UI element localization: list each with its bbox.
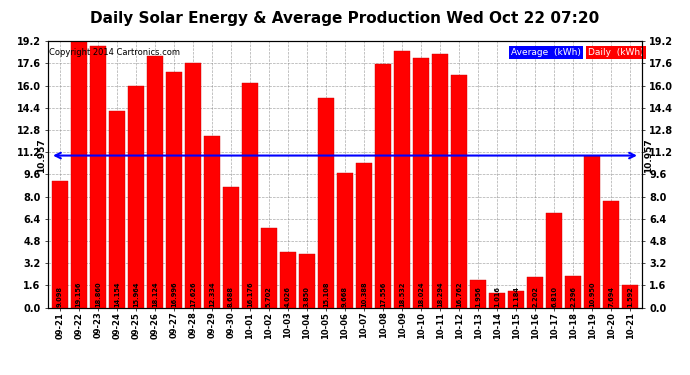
Bar bbox=[52, 182, 68, 308]
Text: 17.556: 17.556 bbox=[380, 281, 386, 307]
Bar bbox=[451, 75, 467, 307]
Text: 9.668: 9.668 bbox=[342, 286, 348, 307]
Bar bbox=[394, 51, 410, 308]
Bar bbox=[432, 54, 448, 307]
Bar bbox=[565, 276, 581, 308]
Bar bbox=[166, 72, 182, 308]
Text: 18.024: 18.024 bbox=[418, 281, 424, 307]
Text: 3.850: 3.850 bbox=[304, 286, 310, 307]
Text: 10.957: 10.957 bbox=[37, 138, 46, 173]
Bar bbox=[470, 280, 486, 308]
Text: 10.957: 10.957 bbox=[644, 138, 653, 173]
Bar bbox=[318, 98, 334, 308]
Text: 6.810: 6.810 bbox=[551, 286, 558, 307]
Bar bbox=[337, 173, 353, 308]
Text: 19.156: 19.156 bbox=[76, 281, 81, 307]
Bar bbox=[147, 56, 163, 308]
Text: 1.956: 1.956 bbox=[475, 286, 481, 307]
Bar bbox=[603, 201, 620, 308]
Text: 9.098: 9.098 bbox=[57, 286, 63, 307]
Bar bbox=[280, 252, 296, 308]
Bar bbox=[546, 213, 562, 308]
Bar bbox=[185, 63, 201, 308]
Bar bbox=[299, 254, 315, 308]
Bar bbox=[241, 83, 258, 308]
Bar bbox=[584, 156, 600, 308]
Text: 1.184: 1.184 bbox=[513, 286, 519, 307]
Bar bbox=[128, 86, 144, 308]
Text: 15.964: 15.964 bbox=[132, 281, 139, 307]
Text: 12.334: 12.334 bbox=[209, 281, 215, 307]
Text: Copyright 2014 Cartronics.com: Copyright 2014 Cartronics.com bbox=[50, 48, 181, 57]
Bar bbox=[527, 277, 543, 308]
Text: 15.108: 15.108 bbox=[323, 281, 329, 307]
Text: 1.016: 1.016 bbox=[494, 286, 500, 307]
Bar bbox=[489, 293, 505, 308]
Text: 18.860: 18.860 bbox=[95, 281, 101, 307]
Bar bbox=[261, 228, 277, 308]
Bar bbox=[70, 42, 87, 308]
Text: 2.296: 2.296 bbox=[570, 286, 576, 307]
Text: 16.176: 16.176 bbox=[247, 281, 253, 307]
Text: 18.124: 18.124 bbox=[152, 281, 158, 307]
Text: Daily  (kWh): Daily (kWh) bbox=[589, 48, 644, 57]
Text: 10.388: 10.388 bbox=[361, 281, 367, 307]
Text: 2.202: 2.202 bbox=[532, 286, 538, 307]
Bar bbox=[90, 46, 106, 308]
Bar bbox=[375, 64, 391, 308]
Text: 18.532: 18.532 bbox=[399, 281, 405, 307]
Bar bbox=[508, 291, 524, 308]
Bar bbox=[622, 285, 638, 308]
Text: 5.702: 5.702 bbox=[266, 286, 272, 307]
Text: 14.154: 14.154 bbox=[114, 281, 120, 307]
Bar bbox=[356, 164, 372, 308]
Text: 16.996: 16.996 bbox=[171, 281, 177, 307]
Text: 8.688: 8.688 bbox=[228, 286, 234, 307]
Text: 18.294: 18.294 bbox=[437, 281, 443, 307]
Text: 1.592: 1.592 bbox=[627, 286, 633, 307]
Bar bbox=[413, 57, 429, 308]
Text: Daily Solar Energy & Average Production Wed Oct 22 07:20: Daily Solar Energy & Average Production … bbox=[90, 11, 600, 26]
Text: 17.626: 17.626 bbox=[190, 281, 196, 307]
Text: Average  (kWh): Average (kWh) bbox=[511, 48, 581, 57]
Bar bbox=[204, 136, 220, 308]
Text: 4.026: 4.026 bbox=[285, 286, 291, 307]
Bar bbox=[223, 187, 239, 308]
Text: 7.694: 7.694 bbox=[609, 286, 614, 307]
Text: 16.762: 16.762 bbox=[456, 281, 462, 307]
Bar bbox=[109, 111, 125, 308]
Text: 10.950: 10.950 bbox=[589, 281, 595, 307]
